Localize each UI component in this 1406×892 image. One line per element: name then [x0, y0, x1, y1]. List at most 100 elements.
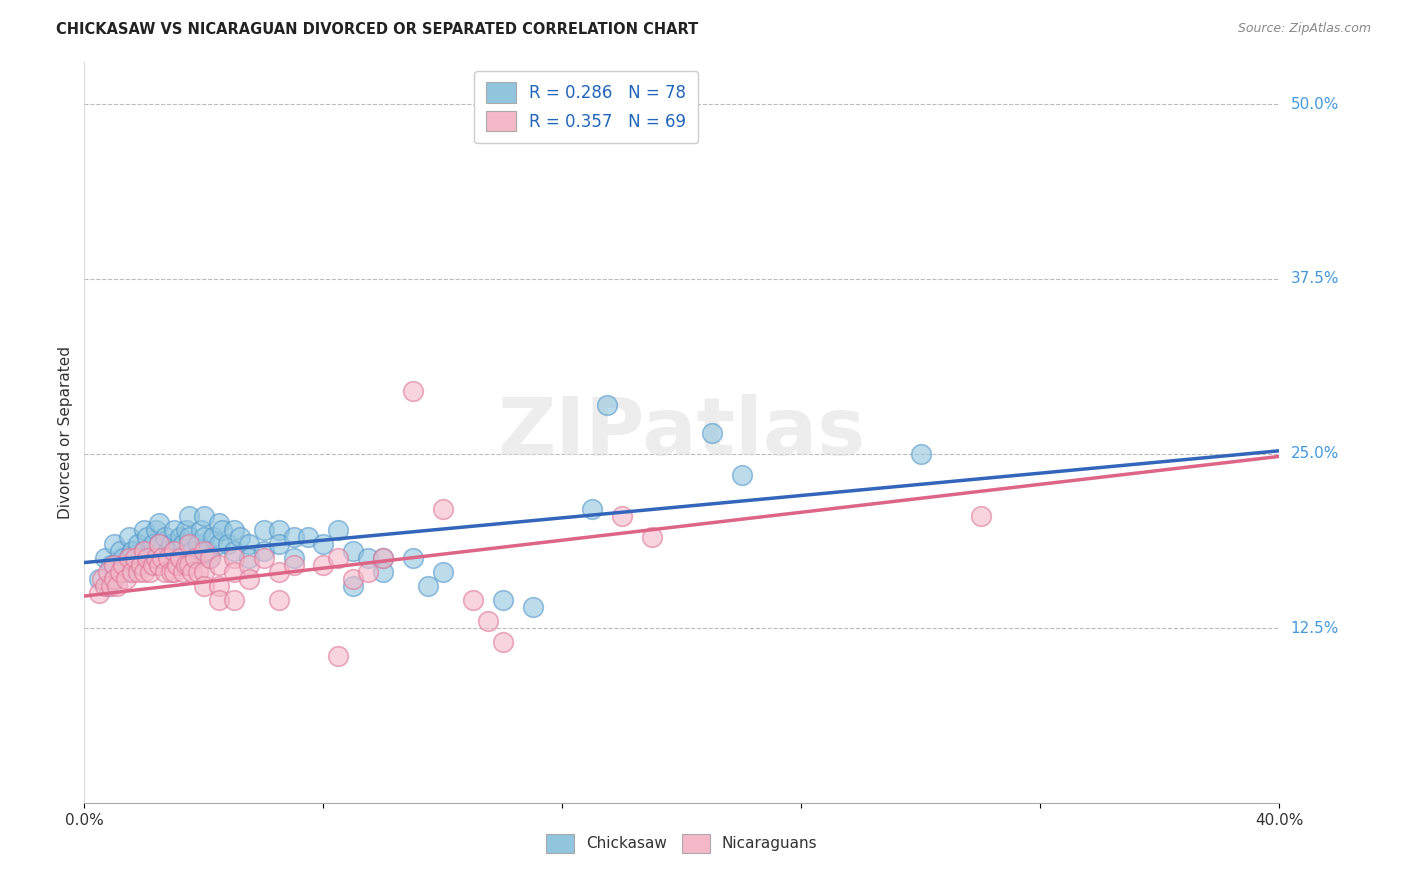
Point — [700, 425, 723, 440]
Point — [373, 566, 395, 580]
Y-axis label: Divorced or Separated: Divorced or Separated — [58, 346, 73, 519]
Point — [222, 524, 245, 538]
Text: 50.0%: 50.0% — [1291, 97, 1339, 112]
Point — [342, 572, 364, 586]
Point — [177, 509, 200, 524]
Point — [112, 558, 135, 573]
Point — [163, 566, 186, 580]
Point — [127, 537, 149, 551]
Point — [195, 544, 218, 558]
Point — [187, 537, 209, 551]
Point — [208, 593, 231, 607]
Point — [402, 551, 425, 566]
Point — [174, 558, 197, 573]
Point — [145, 524, 167, 538]
Point — [160, 566, 183, 580]
Point — [166, 551, 188, 566]
Point — [157, 551, 180, 566]
Point — [342, 579, 364, 593]
Point — [148, 537, 170, 551]
Point — [222, 566, 245, 580]
Point — [193, 544, 215, 558]
Point — [142, 537, 165, 551]
Point — [127, 566, 149, 580]
Point — [253, 544, 276, 558]
Point — [118, 551, 141, 566]
Point — [267, 593, 290, 607]
Point — [105, 579, 128, 593]
Point — [238, 537, 260, 551]
Point — [297, 530, 319, 544]
Point — [283, 530, 305, 544]
Point — [112, 551, 135, 566]
Point — [328, 524, 350, 538]
Point — [153, 566, 176, 580]
Point — [373, 551, 395, 566]
Point — [160, 537, 183, 551]
Point — [97, 566, 120, 580]
Point — [373, 551, 395, 566]
Point — [253, 524, 276, 538]
Point — [177, 530, 200, 544]
Point — [283, 558, 305, 573]
Point — [238, 551, 260, 566]
Point — [267, 524, 290, 538]
Point — [118, 530, 141, 544]
Point — [103, 558, 125, 573]
Point — [169, 551, 191, 566]
Point — [731, 467, 754, 482]
Point — [166, 558, 188, 573]
Point — [103, 572, 125, 586]
Point — [193, 579, 215, 593]
Point — [163, 544, 186, 558]
Point — [357, 551, 380, 566]
Point — [115, 572, 138, 586]
Point — [174, 524, 197, 538]
Point — [342, 544, 364, 558]
Point — [267, 566, 290, 580]
Point — [217, 537, 239, 551]
Point — [201, 530, 224, 544]
Point — [461, 593, 484, 607]
Point — [132, 566, 156, 580]
Point — [91, 572, 114, 586]
Point — [157, 544, 180, 558]
Point — [172, 537, 194, 551]
Point — [89, 572, 111, 586]
Point — [150, 551, 173, 566]
Point — [163, 524, 186, 538]
Point — [181, 566, 204, 580]
Point — [148, 558, 170, 573]
Point — [222, 551, 245, 566]
Point — [184, 551, 207, 566]
Point — [115, 566, 138, 580]
Point — [163, 544, 186, 558]
Text: CHICKASAW VS NICARAGUAN DIVORCED OR SEPARATED CORRELATION CHART: CHICKASAW VS NICARAGUAN DIVORCED OR SEPA… — [56, 22, 699, 37]
Point — [177, 558, 200, 573]
Point — [641, 530, 664, 544]
Point — [612, 509, 634, 524]
Point — [492, 593, 515, 607]
Point — [312, 558, 335, 573]
Point — [121, 544, 143, 558]
Point — [190, 524, 212, 538]
Point — [124, 551, 146, 566]
Point — [132, 524, 156, 538]
Point — [139, 566, 162, 580]
Point — [208, 579, 231, 593]
Point — [208, 537, 231, 551]
Point — [193, 566, 215, 580]
Point — [169, 530, 191, 544]
Point — [238, 572, 260, 586]
Point — [100, 579, 122, 593]
Point — [172, 566, 194, 580]
Text: 12.5%: 12.5% — [1291, 621, 1339, 636]
Point — [267, 537, 290, 551]
Point — [110, 566, 132, 580]
Point — [129, 551, 152, 566]
Point — [970, 509, 993, 524]
Point — [181, 544, 204, 558]
Point — [208, 516, 231, 531]
Point — [477, 614, 499, 628]
Point — [402, 384, 425, 398]
